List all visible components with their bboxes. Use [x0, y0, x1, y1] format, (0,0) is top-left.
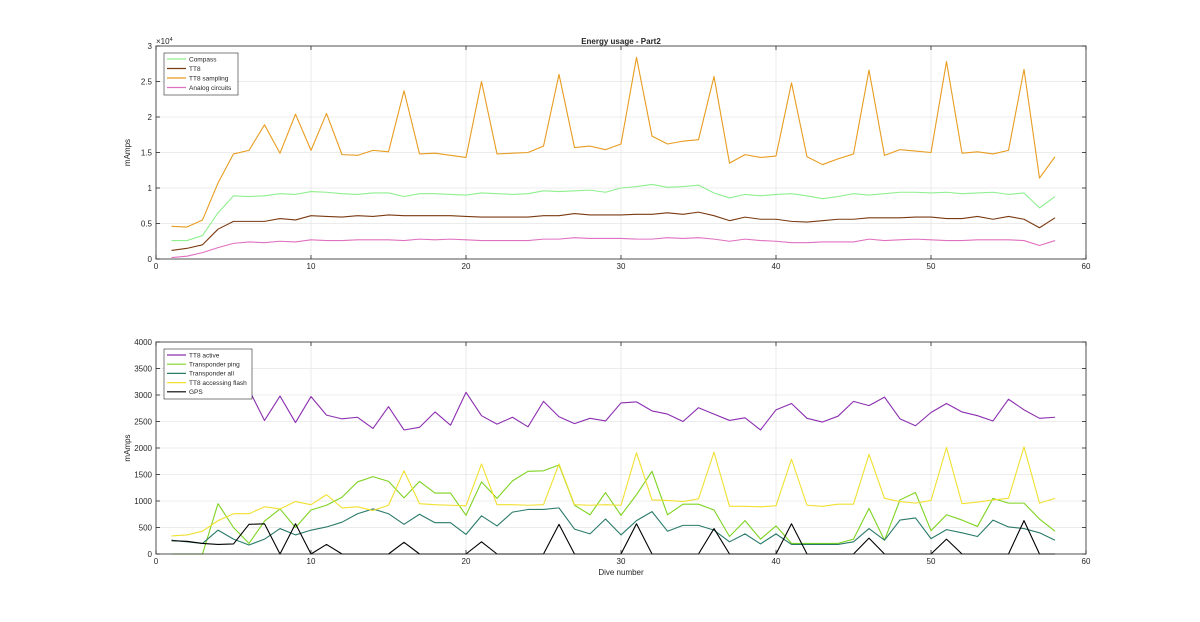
- legend-label-tt8: TT8: [189, 66, 201, 73]
- x-tick-label: 20: [462, 262, 471, 271]
- y-tick-label: 1500: [134, 471, 152, 480]
- y-tick-label: 1.5: [141, 149, 153, 158]
- series-line-transponder-all: [171, 507, 1056, 546]
- y-tick-label: 2: [148, 113, 153, 122]
- legend: Compass TT8 TT8 sampling Analog circuits: [163, 52, 239, 96]
- series-group: [171, 56, 1056, 259]
- y-axis-label: mAmps: [123, 434, 132, 461]
- y-tick-label: 1000: [134, 497, 152, 506]
- grid-lines: [156, 46, 1086, 259]
- x-tick-label: 20: [462, 557, 471, 566]
- x-tick-label: 50: [927, 262, 936, 271]
- x-tick-label: 30: [617, 557, 626, 566]
- y-tick-label: 3500: [134, 365, 152, 374]
- legend: TT8 active Transponder ping Transponder al…: [163, 348, 253, 400]
- y-exponent-power: 4: [170, 37, 173, 43]
- x-tick-label: 0: [154, 262, 159, 271]
- series-line-compass: [171, 183, 1056, 242]
- y-tick-label: 2000: [134, 444, 152, 453]
- series-line-tt8: [171, 211, 1056, 252]
- legend-label-tt8-accessing-flash: TT8 accessing flash: [189, 380, 247, 387]
- series-line-tt8-accessing-flash: [171, 446, 1056, 537]
- y-axis-label: mAmps: [123, 139, 132, 166]
- x-tick-label: 30: [617, 262, 626, 271]
- x-tick-label: 40: [772, 262, 781, 271]
- chart-component-usage: mAmps Dive number 0 10 20 30 40 50 60 0 500 1000 1…: [123, 338, 1091, 577]
- chart-energy-usage-part2: Energy usage - Part2 mAmps ×104 0 10 20 30 4…: [123, 37, 1091, 271]
- x-tick-label: 60: [1082, 262, 1091, 271]
- y-tick-label: 500: [139, 524, 153, 533]
- y-tick-label: 2500: [134, 418, 152, 427]
- legend-label-analog-circuits: Analog circuits: [189, 85, 232, 92]
- grid-lines: [156, 342, 1086, 554]
- legend-label-tt8-sampling: TT8 sampling: [189, 75, 229, 82]
- x-tick-label: 50: [927, 557, 936, 566]
- y-tick-label: 1: [148, 184, 153, 193]
- legend-label-gps: GPS: [189, 389, 203, 396]
- ticks: 0 10 20 30 40 50 60 0 0.5 1 1.5 2 2.5 3: [141, 42, 1091, 271]
- legend-label-transponder-ping: Transponder ping: [189, 362, 240, 369]
- x-axis-label: Dive number: [598, 568, 644, 577]
- ticks: 0 10 20 30 40 50 60 0 500 1000 1500 2000 2500 3000 350…: [134, 338, 1091, 566]
- y-tick-label: 4000: [134, 338, 152, 347]
- y-tick-label: 0.5: [141, 220, 153, 229]
- legend-label-tt8-active: TT8 active: [189, 352, 220, 359]
- y-tick-label: 0: [148, 550, 153, 559]
- series-line-tt8-active: [171, 373, 1056, 431]
- x-tick-label: 10: [307, 262, 316, 271]
- y-tick-label: 2.5: [141, 78, 153, 87]
- x-tick-label: 0: [154, 557, 159, 566]
- x-tick-label: 10: [307, 557, 316, 566]
- legend-label-compass: Compass: [189, 56, 217, 63]
- y-exponent-label: ×104: [156, 37, 173, 46]
- chart-title: Energy usage - Part2: [581, 37, 661, 46]
- legend-label-transponder-all: Transponder all: [189, 371, 234, 378]
- series-line-analog-circuits: [171, 237, 1056, 259]
- x-tick-label: 60: [1082, 557, 1091, 566]
- y-tick-label: 3000: [134, 391, 152, 400]
- series-line-transponder-ping: [171, 464, 1056, 555]
- y-tick-label: 0: [148, 255, 153, 264]
- y-tick-label: 3: [148, 42, 153, 51]
- x-tick-label: 40: [772, 557, 781, 566]
- series-line-tt8-sampling: [171, 56, 1056, 228]
